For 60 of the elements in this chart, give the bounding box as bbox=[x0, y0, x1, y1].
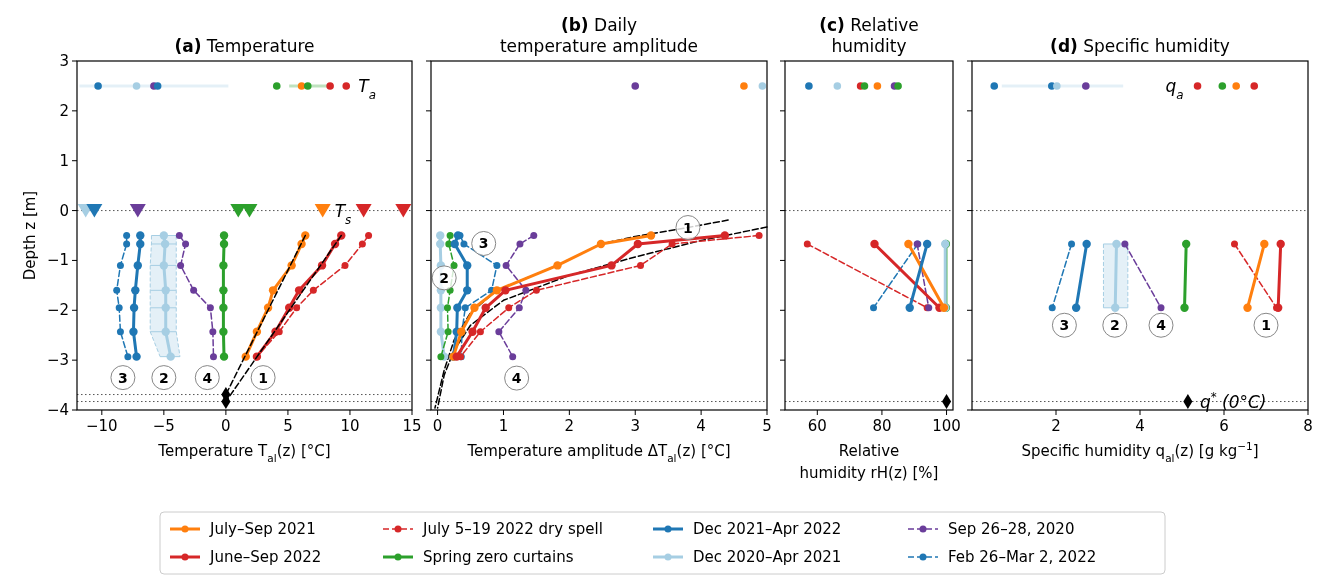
x-tick-label: 5 bbox=[762, 417, 772, 435]
annotation: 1 bbox=[683, 219, 693, 236]
x-tick-label: 6 bbox=[1219, 417, 1229, 435]
annotation: 2 bbox=[158, 369, 169, 386]
annotation: 3 bbox=[1059, 317, 1070, 334]
x-tick-label: −5 bbox=[152, 417, 175, 435]
annotation: T$_{s}$ bbox=[334, 200, 352, 227]
legend-label: Dec 2020–Apr 2021 bbox=[693, 548, 842, 566]
y-axis-title: Depth z [m] bbox=[21, 190, 39, 281]
y-tick-label: 0 bbox=[59, 201, 69, 220]
x-axis-title: Specific humidity q$_{al}$(z) [g kg$^{−1}$] bbox=[1021, 440, 1259, 464]
y-tick-label: 2 bbox=[59, 101, 69, 120]
legend-label: Dec 2021–Apr 2022 bbox=[693, 520, 842, 538]
x-axis-title: Relative humidity rH(z) [%] bbox=[799, 442, 939, 482]
y-tick-label: −3 bbox=[46, 351, 69, 370]
legend-label: Sep 26–28, 2020 bbox=[948, 520, 1075, 538]
y-tick-label: −4 bbox=[46, 401, 69, 419]
annotation: 4 bbox=[1156, 317, 1167, 334]
x-tick-label: 0 bbox=[221, 417, 231, 435]
chart-title: (b) Daily temperature amplitude bbox=[499, 15, 699, 56]
x-axis-title: Temperature amplitude ΔT$_{al}$(z) [°C] bbox=[466, 442, 731, 464]
x-tick-label: 4 bbox=[1135, 417, 1145, 435]
annotation: T$_{a}$ bbox=[358, 75, 376, 102]
x-tick-label: 60 bbox=[807, 417, 827, 435]
legend-label: June–Sep 2022 bbox=[209, 548, 322, 566]
y-tick-label: −2 bbox=[46, 301, 69, 320]
x-tick-label: 5 bbox=[283, 417, 293, 435]
x-tick-label: 80 bbox=[872, 417, 892, 435]
x-tick-label: 8 bbox=[1303, 417, 1313, 435]
legend-label: Spring zero curtains bbox=[423, 548, 574, 566]
legend-label: July 5–19 2022 dry spell bbox=[422, 520, 603, 538]
annotation: 1 bbox=[258, 369, 268, 386]
x-tick-label: 2 bbox=[564, 417, 575, 435]
annotation: 2 bbox=[1109, 317, 1120, 334]
y-tick-label: 1 bbox=[59, 151, 69, 170]
x-tick-label: 2 bbox=[1051, 417, 1061, 435]
chart-title: (c) Relative humidity bbox=[819, 15, 919, 56]
annotation: 3 bbox=[118, 369, 128, 386]
chart-title: (d) Specific humidity bbox=[1050, 36, 1230, 56]
annotation: 3 bbox=[478, 235, 489, 252]
x-tick-label: 100 bbox=[932, 417, 961, 435]
x-tick-label: −10 bbox=[85, 417, 118, 435]
y-tick-label: 3 bbox=[59, 52, 69, 70]
x-tick-label: 10 bbox=[340, 417, 360, 435]
annotation: 2 bbox=[439, 269, 450, 286]
legend-label: Feb 26–Mar 2, 2022 bbox=[948, 548, 1097, 566]
annotation: q$^{*}$ (0°C) bbox=[1199, 389, 1267, 412]
x-tick-label: 3 bbox=[630, 417, 641, 435]
annotation: 1 bbox=[1261, 317, 1271, 334]
annotation: 4 bbox=[202, 369, 213, 386]
y-tick-label: −1 bbox=[46, 251, 69, 270]
chart-title: (a) Temperature bbox=[174, 36, 315, 56]
x-tick-label: 15 bbox=[402, 417, 422, 435]
x-axis-title: Temperature T$_{al}$(z) [°C] bbox=[157, 442, 331, 464]
legend-label: July–Sep 2021 bbox=[209, 520, 316, 538]
annotation: q$_{a}$ bbox=[1165, 75, 1184, 102]
x-tick-label: 0 bbox=[432, 417, 443, 435]
annotation: 4 bbox=[511, 370, 522, 387]
x-tick-label: 4 bbox=[696, 417, 706, 435]
x-tick-label: 1 bbox=[498, 417, 509, 435]
